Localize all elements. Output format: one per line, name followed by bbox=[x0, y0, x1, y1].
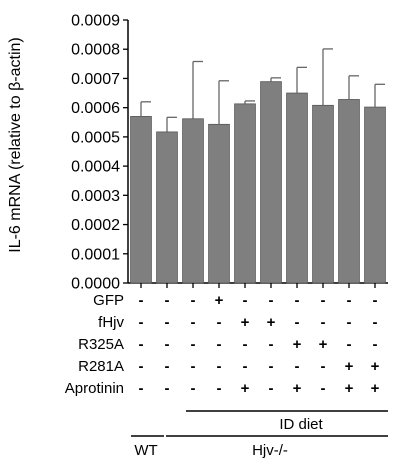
minus-sign: - bbox=[243, 336, 248, 353]
minus-sign: - bbox=[191, 358, 196, 375]
plus-sign: + bbox=[293, 380, 302, 397]
error-bars bbox=[140, 48, 385, 288]
condition-label: R325A bbox=[78, 336, 124, 353]
minus-sign: - bbox=[139, 358, 144, 375]
minus-sign: - bbox=[269, 336, 274, 353]
plus-sign: + bbox=[345, 358, 354, 375]
minus-sign: - bbox=[373, 314, 378, 331]
bar bbox=[234, 103, 256, 284]
bar bbox=[286, 92, 308, 284]
minus-sign: - bbox=[373, 292, 378, 309]
bar bbox=[312, 104, 334, 284]
y-tick-label: 0.0008 bbox=[71, 42, 120, 59]
minus-sign: - bbox=[321, 314, 326, 331]
minus-sign: - bbox=[191, 314, 196, 331]
condition-label: R281A bbox=[78, 358, 124, 375]
bar bbox=[364, 106, 386, 284]
minus-sign: - bbox=[165, 380, 170, 397]
y-tick-label: 0.0005 bbox=[71, 129, 120, 146]
minus-sign: - bbox=[191, 336, 196, 353]
plus-sign: + bbox=[293, 336, 302, 353]
plus-sign: + bbox=[241, 380, 250, 397]
plus-sign: + bbox=[345, 380, 354, 397]
condition-label: fHjv bbox=[98, 314, 124, 331]
y-tick-label: 0.0006 bbox=[71, 100, 120, 117]
minus-sign: - bbox=[217, 380, 222, 397]
minus-sign: - bbox=[217, 358, 222, 375]
minus-sign: - bbox=[139, 380, 144, 397]
y-tick-label: 0.0000 bbox=[71, 276, 120, 293]
minus-sign: - bbox=[165, 292, 170, 309]
id-diet-label: ID diet bbox=[279, 416, 323, 433]
plus-sign: + bbox=[371, 358, 380, 375]
condition-label: GFP bbox=[93, 292, 124, 309]
minus-sign: - bbox=[347, 336, 352, 353]
minus-sign: - bbox=[165, 314, 170, 331]
minus-sign: - bbox=[321, 292, 326, 309]
plus-sign: + bbox=[215, 292, 224, 309]
minus-sign: - bbox=[165, 358, 170, 375]
y-tick-label: 0.0003 bbox=[71, 188, 120, 205]
minus-sign: - bbox=[191, 292, 196, 309]
plus-sign: + bbox=[241, 314, 250, 331]
condition-label: Aprotinin bbox=[65, 380, 124, 397]
minus-sign: - bbox=[269, 380, 274, 397]
plus-sign: + bbox=[371, 380, 380, 397]
minus-sign: - bbox=[165, 336, 170, 353]
group-annotations: ID diet WT Hjv-/- bbox=[131, 410, 388, 459]
minus-sign: - bbox=[243, 292, 248, 309]
minus-sign: - bbox=[217, 314, 222, 331]
bar bbox=[156, 131, 178, 284]
bar bbox=[260, 81, 282, 284]
minus-sign: - bbox=[269, 292, 274, 309]
condition-table: GFP - - - + - - - - - -fHjv - - - - + + - - - -R325A - - - - - - + +… bbox=[65, 292, 380, 397]
minus-sign: - bbox=[295, 292, 300, 309]
minus-sign: - bbox=[139, 336, 144, 353]
minus-sign: - bbox=[269, 358, 274, 375]
y-tick-label: 0.0007 bbox=[71, 71, 120, 88]
minus-sign: - bbox=[139, 314, 144, 331]
bar bbox=[338, 99, 360, 284]
plus-sign: + bbox=[267, 314, 276, 331]
bars bbox=[130, 81, 386, 284]
wt-label: WT bbox=[134, 442, 157, 459]
minus-sign: - bbox=[217, 336, 222, 353]
minus-sign: - bbox=[295, 358, 300, 375]
minus-sign: - bbox=[243, 358, 248, 375]
minus-sign: - bbox=[347, 292, 352, 309]
plus-sign: + bbox=[319, 336, 328, 353]
minus-sign: - bbox=[321, 358, 326, 375]
y-axis-label: IL-6 mRNA (relative to β-actin) bbox=[7, 37, 24, 252]
minus-sign: - bbox=[191, 380, 196, 397]
bar bbox=[182, 118, 204, 284]
minus-sign: - bbox=[373, 336, 378, 353]
minus-sign: - bbox=[347, 314, 352, 331]
minus-sign: - bbox=[321, 380, 326, 397]
y-tick-label: 0.0002 bbox=[71, 217, 120, 234]
minus-sign: - bbox=[295, 314, 300, 331]
bar bbox=[130, 116, 152, 284]
hjv-label: Hjv-/- bbox=[252, 442, 288, 459]
y-tick-label: 0.0001 bbox=[71, 246, 120, 263]
bar bbox=[208, 123, 230, 284]
y-tick-label: 0.0009 bbox=[71, 13, 120, 30]
y-tick-label: 0.0004 bbox=[71, 159, 120, 176]
y-axis-label-group: IL-6 mRNA (relative to β-actin) bbox=[7, 37, 24, 252]
minus-sign: - bbox=[139, 292, 144, 309]
y-axis: 0.0000 0.0001 0.0002 0.0003 0.0004 0.0005 0.00… bbox=[71, 13, 388, 293]
